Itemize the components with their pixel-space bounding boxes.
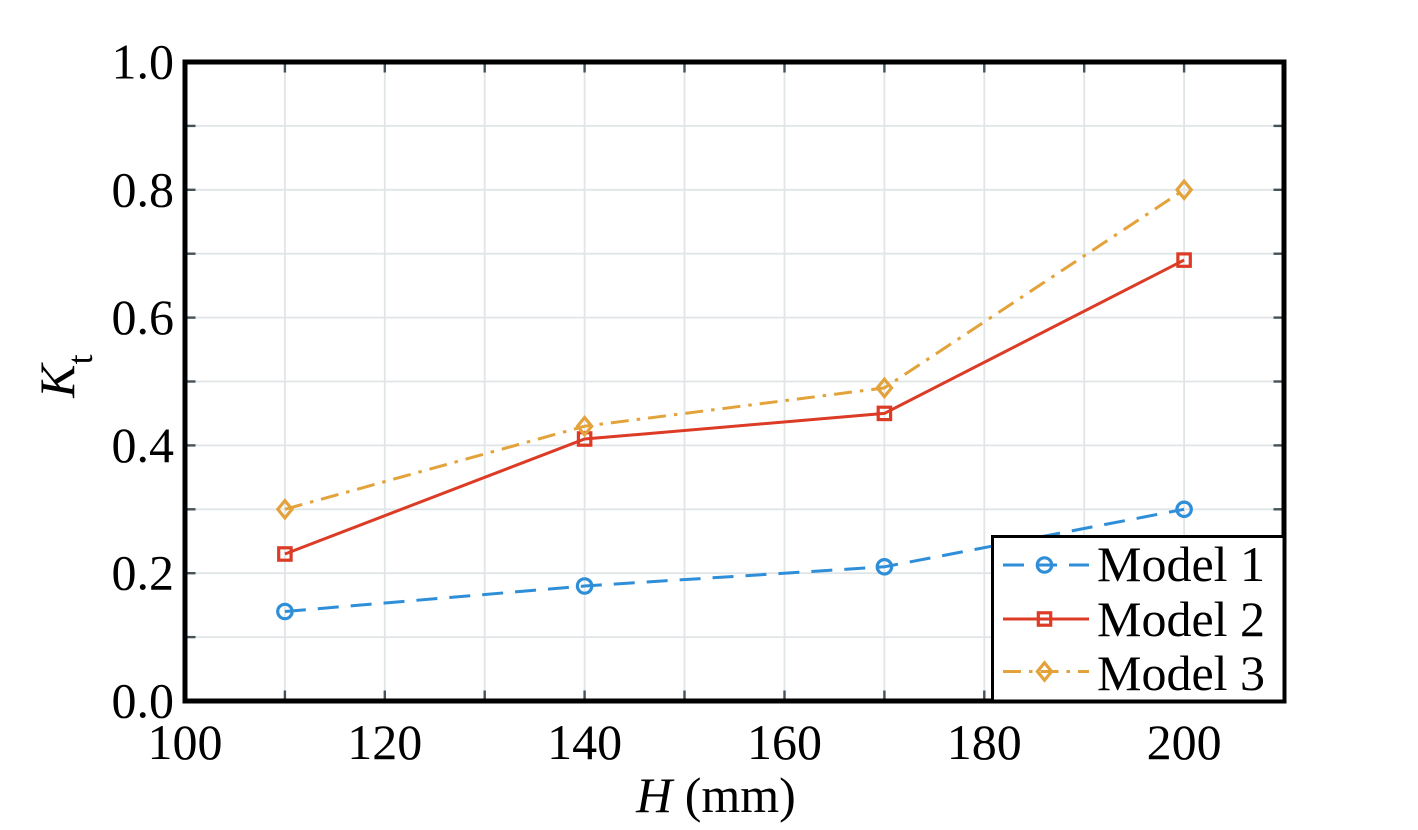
svg-text:1.0: 1.0 bbox=[112, 34, 175, 90]
svg-text:0.8: 0.8 bbox=[112, 161, 175, 217]
svg-text:0.2: 0.2 bbox=[112, 545, 175, 601]
svg-text:120: 120 bbox=[347, 714, 422, 770]
svg-text:200: 200 bbox=[1147, 714, 1222, 770]
svg-text:140: 140 bbox=[547, 714, 622, 770]
svg-text:Model 2: Model 2 bbox=[1097, 591, 1265, 647]
svg-text:0.0: 0.0 bbox=[112, 673, 175, 729]
svg-text:160: 160 bbox=[747, 714, 822, 770]
svg-text:0.6: 0.6 bbox=[112, 289, 175, 345]
svg-text:Kt: Kt bbox=[29, 354, 100, 398]
svg-text:Model 1: Model 1 bbox=[1097, 536, 1265, 592]
svg-text:100: 100 bbox=[148, 714, 223, 770]
svg-text:Model 3: Model 3 bbox=[1097, 645, 1265, 701]
svg-text:180: 180 bbox=[947, 714, 1022, 770]
svg-text:H (mm): H (mm) bbox=[635, 767, 796, 823]
svg-text:0.4: 0.4 bbox=[112, 417, 175, 473]
